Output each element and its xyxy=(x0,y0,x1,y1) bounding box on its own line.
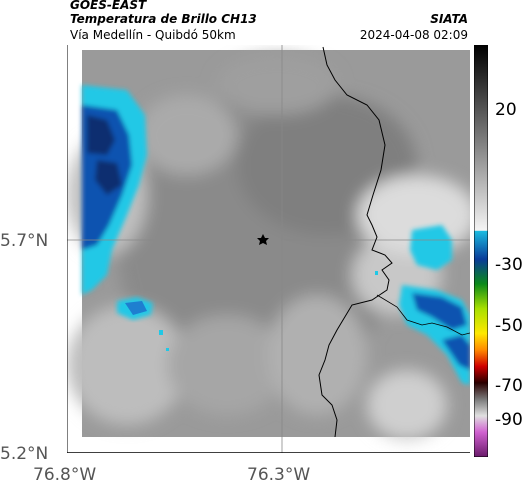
lon-tick: 76.8°W xyxy=(33,465,97,485)
lat-tick: 5.2°N xyxy=(0,444,49,464)
colorbar xyxy=(473,44,489,458)
star-marker-icon xyxy=(257,234,269,245)
lon-tick: 76.3°W xyxy=(247,465,311,485)
colorbar-tick: 20 xyxy=(495,100,517,120)
datetime-label: 2024-04-08 02:09 xyxy=(359,28,468,42)
org-label: SIATA xyxy=(430,12,468,26)
colorbar-tick: -70 xyxy=(495,376,523,396)
cold-cloud-east xyxy=(399,225,470,385)
colorbar-tick: -30 xyxy=(495,255,523,275)
cold-cloud-west xyxy=(82,85,147,295)
satellite-label: GOES-EAST xyxy=(70,0,147,12)
lat-tick: 5.7°N xyxy=(0,231,49,251)
product-title: Temperatura de Brillo CH13 xyxy=(70,12,257,26)
boundary-line-east xyxy=(376,294,471,336)
colorbar-tick: -90 xyxy=(495,410,523,430)
boundary-line xyxy=(318,46,393,438)
route-label: Vía Medellín - Quibdó 50km xyxy=(70,28,236,42)
colorbar-tick: -50 xyxy=(495,316,523,336)
satellite-map[interactable] xyxy=(66,45,477,454)
